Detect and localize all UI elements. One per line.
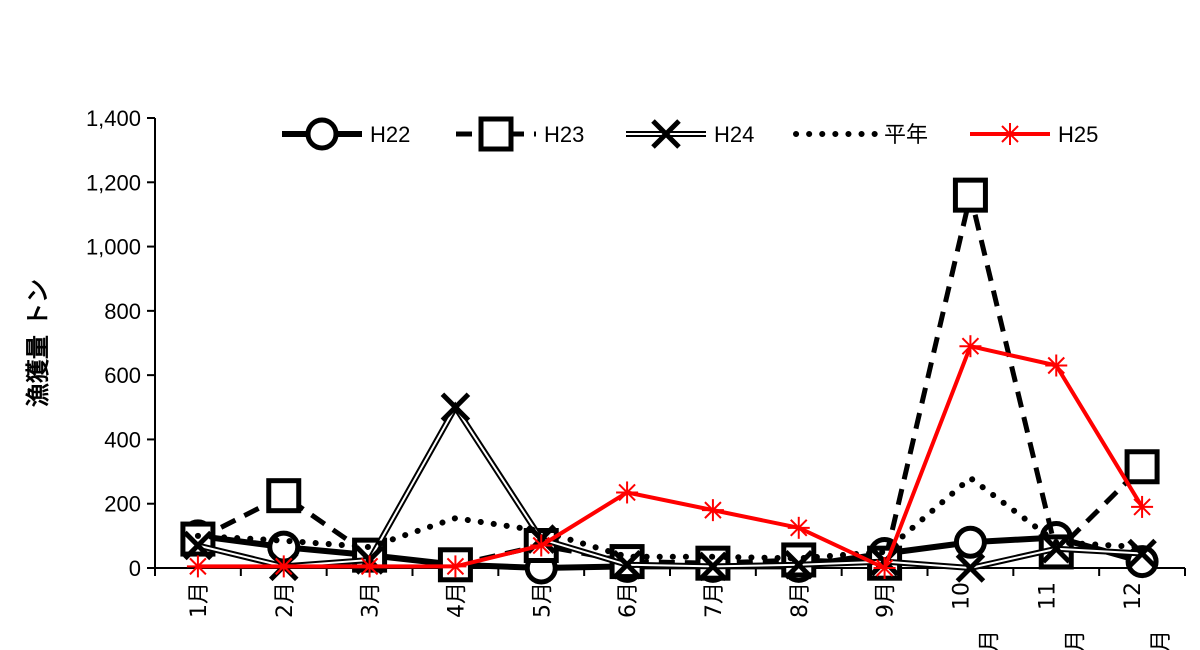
y-tick-label: 400: [104, 427, 141, 452]
data-point: [701, 499, 724, 522]
legend-item: H23: [456, 116, 584, 152]
data-point: [186, 555, 209, 578]
legend-swatch-marker: [305, 117, 339, 151]
data-point: [183, 530, 213, 561]
legend-label: H23: [544, 122, 584, 147]
y-axis-title: 漁獲量 トン: [24, 279, 52, 407]
x-tick-label: 9月: [874, 582, 899, 618]
series-line: [197, 401, 1143, 572]
x-tick-label: 7月: [702, 582, 727, 618]
data-point: [616, 481, 639, 504]
x-tick-label: 5月: [530, 582, 555, 618]
legend-label: H22: [370, 122, 410, 147]
legend-label: H25: [1058, 122, 1098, 147]
x-tick-label-unit: 月: [1063, 630, 1088, 650]
x-tick-label: 4月: [444, 582, 469, 618]
x-tick-label-unit: 月: [977, 630, 1002, 650]
series-line: [197, 344, 1144, 570]
data-point: [266, 478, 302, 514]
x-tick-label: 1月: [187, 582, 212, 618]
series-3: [194, 474, 1146, 562]
x-tick-label: 3月: [359, 582, 384, 618]
data-point: [1041, 533, 1072, 564]
legend-swatch-marker: [478, 116, 514, 152]
y-tick-label: 1,200: [86, 170, 141, 195]
x-tick-label-unit: 月: [1149, 630, 1174, 650]
x-tick-label: 2月: [273, 582, 298, 618]
data-point: [272, 555, 295, 578]
series-line: [196, 194, 1144, 568]
data-point: [787, 516, 810, 539]
data-point: [873, 557, 896, 579]
legend-label: H24: [714, 122, 754, 147]
y-tick-label: 1,000: [86, 235, 141, 260]
data-point: [358, 555, 381, 578]
data-point: [1131, 495, 1154, 518]
legend-item: H25: [970, 122, 1098, 147]
data-point: [1045, 354, 1068, 377]
y-tick-label: 200: [104, 492, 141, 517]
data-point: [530, 534, 553, 557]
data-point: [698, 551, 728, 582]
x-tick-label: 8月: [788, 582, 813, 618]
series-1: [180, 177, 1160, 583]
legend-item: 平年: [793, 122, 928, 147]
data-point: [955, 553, 986, 583]
data-point: [952, 177, 988, 213]
y-tick-label: 800: [104, 299, 141, 324]
x-tick-label: 6月: [616, 582, 641, 618]
x-tick-label: 12: [1121, 582, 1146, 610]
series-4: [186, 335, 1154, 579]
data-point: [781, 542, 817, 578]
data-point: [440, 392, 471, 423]
y-tick-label: 0: [129, 556, 141, 581]
legend-swatch-marker: [651, 119, 681, 149]
legend-item: H22: [282, 117, 410, 151]
x-tick-label: 10: [949, 582, 974, 610]
y-axis-title-group: 漁獲量 トン: [24, 279, 52, 407]
legend-swatch-marker: [999, 123, 1021, 145]
legend: H22 H23 H24 平年 H25: [282, 116, 1098, 152]
data-point: [953, 525, 987, 559]
axes: 0 200 400 600 800 1,000 1,200 1,400 1月 2月 3月 4月 5月 6月…: [86, 106, 1186, 650]
data-point: [444, 555, 467, 578]
y-tick-label: 600: [104, 363, 141, 388]
legend-item: H24: [626, 119, 754, 149]
y-tick-label: 1,400: [86, 106, 141, 131]
data-point: [959, 335, 982, 358]
data-point: [1124, 449, 1160, 485]
x-tick-label: 11: [1035, 582, 1060, 610]
series-group: [180, 177, 1160, 585]
series-line: [194, 474, 1146, 562]
legend-label: 平年: [884, 122, 928, 147]
